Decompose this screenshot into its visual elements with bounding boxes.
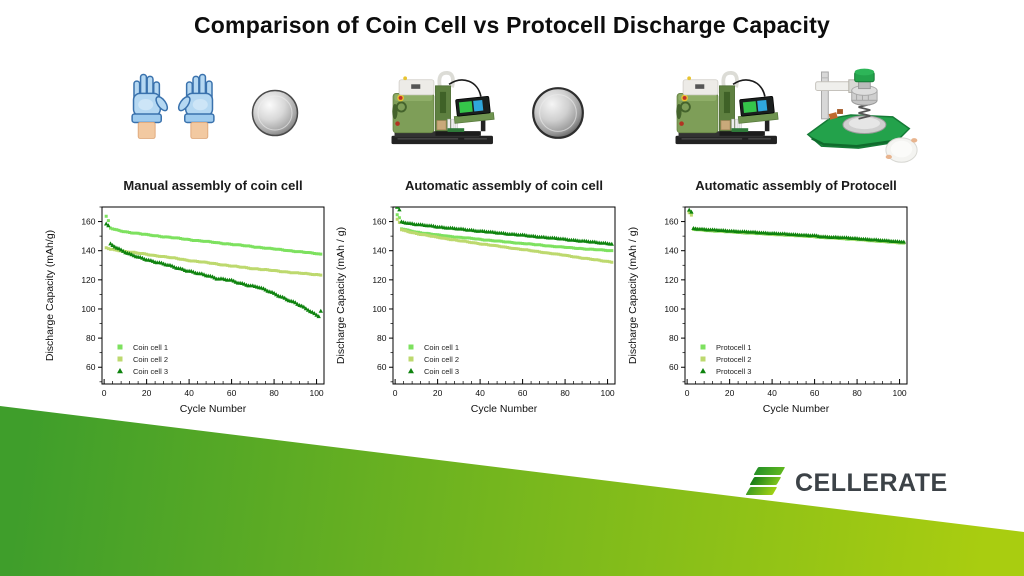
svg-text:20: 20 — [725, 388, 735, 398]
brand-logo: CELLERATE — [745, 466, 948, 501]
svg-text:120: 120 — [81, 275, 95, 285]
svg-text:160: 160 — [81, 217, 95, 227]
chart-title: Manual assembly of coin cell — [123, 178, 303, 193]
svg-text:Protocell 3: Protocell 3 — [716, 367, 751, 376]
assembly-machine-icon — [674, 70, 780, 146]
slide-title: Comparison of Coin Cell vs Protocell Dis… — [194, 12, 830, 38]
svg-text:120: 120 — [664, 275, 678, 285]
svg-text:Coin cell 3: Coin cell 3 — [133, 367, 168, 376]
svg-text:60: 60 — [669, 362, 679, 372]
svg-text:60: 60 — [86, 362, 96, 372]
chart-manual-coin-cell: Manual assembly of coin cell 0 20 40 60 80 10… — [40, 178, 330, 418]
coin-cell-icon — [532, 87, 584, 139]
svg-text:140: 140 — [664, 246, 678, 256]
chart-plot-protocell: 0 20 40 60 80 100 60 80 100 120 140 160 Cycle Number… — [627, 206, 908, 415]
svg-text:100: 100 — [892, 388, 906, 398]
svg-text:Protocell 2: Protocell 2 — [716, 355, 751, 364]
svg-text:160: 160 — [372, 217, 386, 227]
svg-text:Cycle Number: Cycle Number — [180, 403, 247, 415]
svg-text:60: 60 — [227, 388, 237, 398]
svg-text:80: 80 — [377, 333, 387, 343]
svg-text:Discharge Capacity (mAh / g): Discharge Capacity (mAh / g) — [627, 227, 639, 364]
cellerate-logo-icon — [745, 466, 786, 501]
svg-text:140: 140 — [81, 246, 95, 256]
svg-text:40: 40 — [767, 388, 777, 398]
svg-text:20: 20 — [433, 388, 443, 398]
svg-text:Discharge Capacity (mAh/g): Discharge Capacity (mAh/g) — [44, 230, 56, 361]
svg-text:140: 140 — [372, 246, 386, 256]
svg-text:100: 100 — [600, 388, 614, 398]
svg-text:80: 80 — [86, 333, 96, 343]
svg-text:Coin cell 3: Coin cell 3 — [424, 367, 459, 376]
svg-text:100: 100 — [309, 388, 323, 398]
svg-text:Protocell 1: Protocell 1 — [716, 343, 751, 352]
chart-plot-manual: 0 20 40 60 80 100 60 80 100 120 140 160 Cycle Number… — [44, 206, 325, 415]
svg-text:0: 0 — [393, 388, 398, 398]
svg-text:Cycle Number: Cycle Number — [763, 403, 830, 415]
svg-text:Coin cell 1: Coin cell 1 — [424, 343, 459, 352]
svg-text:60: 60 — [377, 362, 387, 372]
svg-text:40: 40 — [475, 388, 485, 398]
brand-name: CELLERATE — [795, 469, 948, 497]
svg-text:80: 80 — [269, 388, 279, 398]
svg-text:80: 80 — [669, 333, 679, 343]
svg-text:160: 160 — [664, 217, 678, 227]
assembly-machine-icon — [390, 70, 496, 146]
svg-text:100: 100 — [664, 304, 678, 314]
svg-text:100: 100 — [372, 304, 386, 314]
svg-text:Coin cell 1: Coin cell 1 — [133, 343, 168, 352]
svg-text:80: 80 — [852, 388, 862, 398]
coin-cell-icon — [251, 89, 299, 137]
svg-text:20: 20 — [142, 388, 152, 398]
svg-text:Coin cell 2: Coin cell 2 — [424, 355, 459, 364]
svg-text:Coin cell 2: Coin cell 2 — [133, 355, 168, 364]
svg-text:120: 120 — [372, 275, 386, 285]
svg-text:Discharge Capacity (mAh / g): Discharge Capacity (mAh / g) — [335, 227, 347, 364]
svg-text:40: 40 — [184, 388, 194, 398]
svg-text:60: 60 — [810, 388, 820, 398]
nitrile-gloves-icon — [131, 73, 215, 140]
svg-text:80: 80 — [560, 388, 570, 398]
chart-title: Automatic assembly of Protocell — [695, 178, 897, 193]
chart-auto-coin-cell: Automatic assembly of coin cell 0 20 40 60 8… — [331, 178, 621, 418]
chart-title: Automatic assembly of coin cell — [405, 178, 603, 193]
svg-text:100: 100 — [81, 304, 95, 314]
svg-text:0: 0 — [685, 388, 690, 398]
svg-text:60: 60 — [518, 388, 528, 398]
chart-auto-protocell: Automatic assembly of Protocell 0 20 40 60 8… — [623, 178, 913, 418]
chart-plot-auto-coin: 0 20 40 60 80 100 60 80 100 120 140 160 Cycle Number… — [335, 206, 616, 415]
svg-text:0: 0 — [102, 388, 107, 398]
svg-text:Cycle Number: Cycle Number — [471, 403, 538, 415]
protocell-pouch-icon — [885, 137, 918, 163]
protocell-jig-icon — [806, 68, 918, 163]
